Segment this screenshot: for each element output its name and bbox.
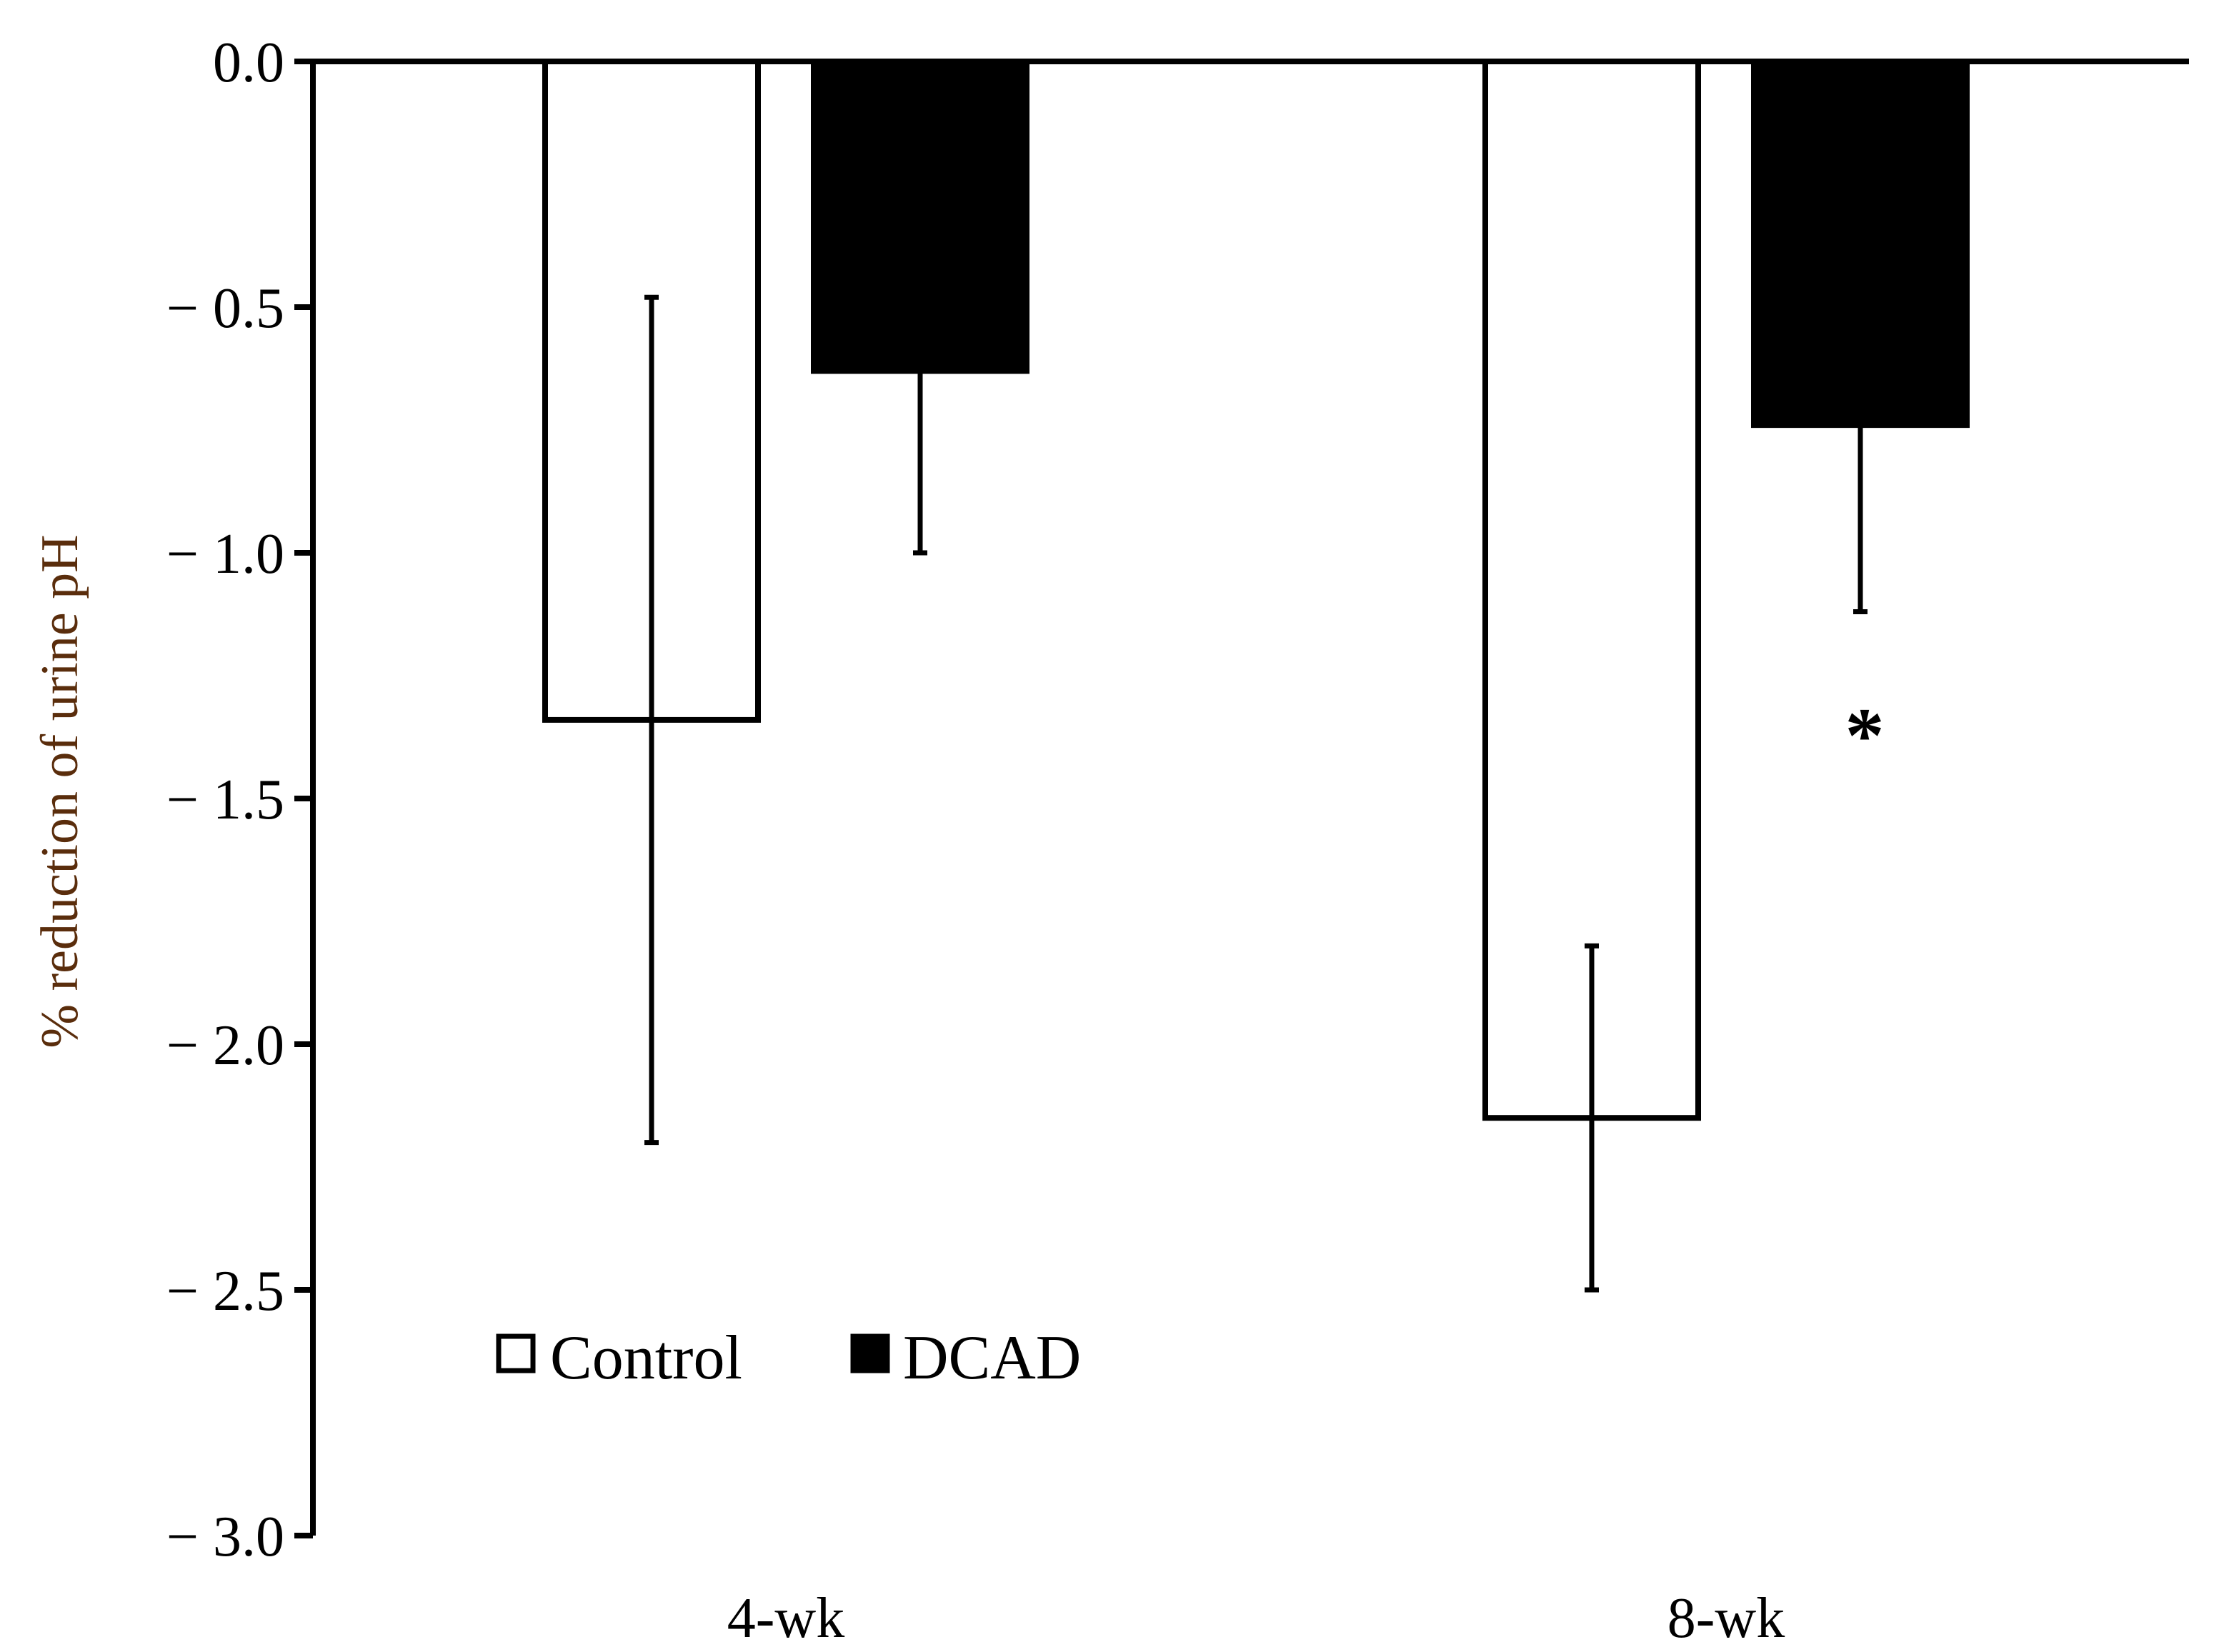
annotations: * [1845,692,1885,779]
y-tick-label: − 3.0 [166,1506,284,1568]
y-tick-label: − 0.5 [166,277,284,340]
legend-swatch-control [496,1333,536,1373]
y-tick-label: − 2.0 [166,1014,284,1077]
x-tick-label: 4-wk [727,1587,844,1650]
y-ticks: 0.0 − 0.5 − 1.0 − 1.5 − 2.0 − 2.5 − 3.0 [166,31,313,1568]
plot-area [542,59,1970,1293]
legend: Control DCAD [496,1323,1081,1393]
x-tick-labels: 4-wk 8-wk [727,1587,1785,1650]
legend-label-dcad: DCAD [903,1323,1081,1393]
y-axis-label: % reduction of urine pH [31,534,89,1048]
x-tick-label: 8-wk [1667,1587,1785,1650]
y-tick-label: − 1.0 [166,523,284,586]
y-tick-label: − 1.5 [166,769,284,831]
legend-label-control: Control [550,1323,742,1393]
significance-marker: * [1845,692,1885,779]
legend-swatch-dcad [850,1333,890,1373]
y-tick-label: − 2.5 [166,1260,284,1323]
y-tick-label: 0.0 [213,31,284,94]
